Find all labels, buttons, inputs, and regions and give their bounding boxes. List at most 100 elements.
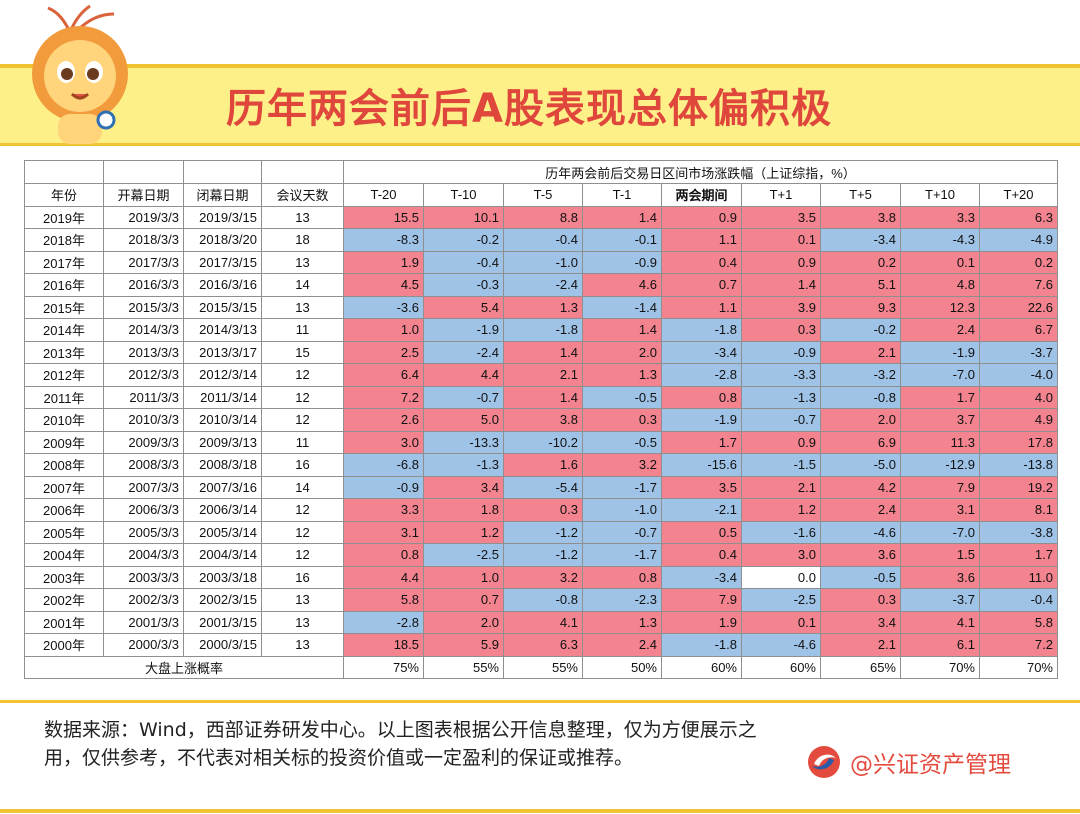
cell-value: 1.4 [741,273,821,297]
cell-value: 3.6 [820,543,901,567]
cell-value: -0.9 [343,475,424,499]
footer-top-rule [0,700,1080,703]
cell-value: -1.7 [582,543,662,567]
cell-value: -2.3 [582,588,662,612]
cell-year: 2017年 [24,250,104,274]
summary-value: 75% [343,655,424,679]
cell-value: -0.8 [820,385,901,409]
cell-value: 0.4 [661,543,742,567]
cell-days: 12 [261,498,344,522]
cell-value: -0.5 [582,430,662,454]
cell-value: -1.2 [503,543,583,567]
cell-year: 2002年 [24,588,104,612]
table-row: 2015年 2015/3/3 2015/3/15 13 -3.6 5.4 1.3 -1.4 1.… [24,295,1058,319]
cell-open: 2007/3/3 [103,475,184,499]
cell-value: 4.6 [582,273,662,297]
cell-close: 2006/3/14 [183,498,262,522]
cell-year: 2008年 [24,453,104,477]
cell-days: 14 [261,273,344,297]
cell-value: 7.9 [900,475,980,499]
cell-value: 0.1 [741,610,821,634]
column-header: 闭幕日期 [183,183,262,207]
cell-value: 2.0 [582,340,662,364]
cell-value: -12.9 [900,453,980,477]
cell-value: -3.4 [661,565,742,589]
cell-value: 0.3 [820,588,901,612]
cell-value: -10.2 [503,430,583,454]
cell-value: -0.9 [741,340,821,364]
cell-value: -1.2 [503,520,583,544]
column-header: 会议天数 [261,183,344,207]
title-band [0,64,1080,146]
cell-value: 0.4 [661,250,742,274]
cell-value: 3.3 [343,498,424,522]
cell-value: 0.3 [582,408,662,432]
cell-value: 3.4 [820,610,901,634]
cell-value: 3.0 [343,430,424,454]
cell-value: 2.1 [820,633,901,657]
cell-value: 3.2 [582,453,662,477]
summary-value: 60% [741,655,821,679]
column-header: T+10 [900,183,980,207]
cell-value: 0.9 [661,205,742,229]
cell-close: 2001/3/15 [183,610,262,634]
cell-value: 3.8 [820,205,901,229]
summary-value: 70% [979,655,1058,679]
cell-days: 12 [261,363,344,387]
title-band-top-rule [0,64,1080,68]
cell-value: -5.4 [503,475,583,499]
cell-value: 0.8 [661,385,742,409]
cell-value: 0.7 [423,588,504,612]
cell-days: 12 [261,520,344,544]
cell-value: 3.2 [503,565,583,589]
cell-value: -0.7 [423,385,504,409]
cell-value: 1.1 [661,295,742,319]
cell-value: -8.3 [343,228,424,252]
column-header: T+20 [979,183,1058,207]
cell-days: 11 [261,318,344,342]
cell-value: -0.3 [423,273,504,297]
cell-value: -3.4 [661,340,742,364]
cell-year: 2012年 [24,363,104,387]
cell-value: 1.0 [423,565,504,589]
cell-value: -1.5 [741,453,821,477]
cell-value: 1.4 [582,318,662,342]
summary-value: 70% [900,655,980,679]
cell-value: -1.0 [582,498,662,522]
table-row: 2018年 2018/3/3 2018/3/20 18 -8.3 -0.2 -0.4 -0.1… [24,228,1058,252]
cell-value: 1.0 [343,318,424,342]
cell-open: 2018/3/3 [103,228,184,252]
table-row: 2013年 2013/3/3 2013/3/17 15 2.5 -2.4 1.4 2.0 -3.… [24,340,1058,364]
cell-close: 2018/3/20 [183,228,262,252]
cell-days: 13 [261,610,344,634]
column-header: T+1 [741,183,821,207]
cell-value: 5.0 [423,408,504,432]
cell-value: 2.0 [423,610,504,634]
cell-open: 2015/3/3 [103,295,184,319]
cell-open: 2014/3/3 [103,318,184,342]
cell-year: 2009年 [24,430,104,454]
cell-value: -3.7 [900,588,980,612]
cell-year: 2004年 [24,543,104,567]
brand-name: @兴证资产管理 [850,752,1011,778]
cell-value: 17.8 [979,430,1058,454]
cell-value: 6.1 [900,633,980,657]
cell-value: 2.4 [582,633,662,657]
cell-value: 2.4 [820,498,901,522]
cell-value: -1.0 [503,250,583,274]
cell-open: 2019/3/3 [103,205,184,229]
cell-value: 0.9 [741,430,821,454]
cell-value: -0.1 [582,228,662,252]
title-band-bottom-rule [0,143,1080,146]
cell-value: -0.7 [582,520,662,544]
column-header: 年份 [24,183,104,207]
cell-value: -2.5 [423,543,504,567]
cell-year: 2019年 [24,205,104,229]
cell-days: 13 [261,250,344,274]
summary-value: 50% [582,655,662,679]
cell-value: 1.6 [503,453,583,477]
cell-value: -3.6 [343,295,424,319]
cell-open: 2016/3/3 [103,273,184,297]
cell-value: 0.2 [820,250,901,274]
cell-days: 16 [261,453,344,477]
